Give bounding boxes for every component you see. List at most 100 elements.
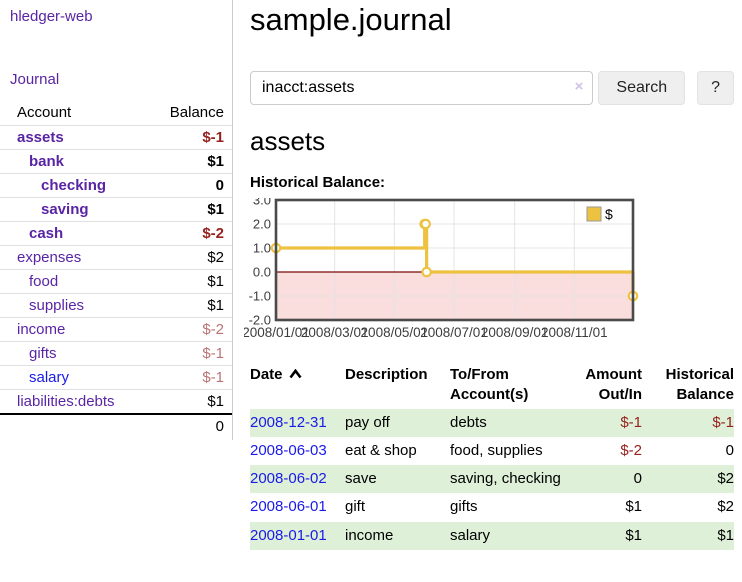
svg-text:2008/03/01: 2008/03/01 [301,325,369,340]
transaction-description: pay off [345,408,450,437]
register-header-description: Description [345,366,428,383]
historical-balance-chart: $3.0 2.0 1.0 0.0 -1.0 -2.0 2008/01/01 2008/03/0… [244,198,734,350]
account-link-liabilities-debts[interactable]: liabilities:debts [17,393,115,410]
account-balance: 0 [150,173,232,198]
search-input[interactable] [250,71,594,105]
account-balance: $1 [150,197,232,222]
transaction-accounts: saving, checking [450,465,585,494]
transaction-amount: 0 [585,465,655,494]
register-row: 2008-06-03 eat & shop food, supplies $-2 0 [250,437,734,465]
accounts-header-account: Account [17,104,72,121]
transaction-amount: $1 [585,521,655,550]
account-balance: $1 [150,293,232,318]
transaction-date-link[interactable]: 2008-06-03 [250,441,327,459]
account-row: cash $-2 [0,221,232,246]
transaction-description: eat & shop [345,441,417,459]
transaction-accounts: gifts [450,498,478,516]
account-title: assets [250,126,326,156]
account-row: assets $-1 [0,125,232,150]
chart-heading: Historical Balance: [250,174,386,191]
account-balance: $1 [150,389,232,414]
account-link-bank[interactable]: bank [29,153,65,170]
svg-text:0.0: 0.0 [253,265,271,280]
register-header-amount-out-in: Amount Out/In [585,366,642,404]
accounts-header-balance: Balance [169,104,224,121]
register-table: Date Description To/From Account(s) Amount … [250,362,734,550]
transaction-accounts: salary [450,521,585,550]
account-row: checking 0 [0,173,232,198]
account-link-checking[interactable]: checking [41,177,107,194]
transaction-balance: $1 [655,521,734,550]
account-link-food[interactable]: food [29,273,59,290]
svg-text:2008/01/01: 2008/01/01 [244,325,310,340]
account-link-income[interactable]: income [17,321,66,338]
accounts-total-value: 0 [150,413,232,438]
transaction-balance: $-1 [655,408,734,437]
account-row: food $1 [0,269,232,294]
chart-legend: $ [586,206,613,222]
search-button[interactable]: Search [598,71,686,105]
accounts-table: Account Balance assets $-1 bank $1 checking 0… [0,101,232,438]
account-balance: $-1 [150,365,232,390]
account-balance: $2 [150,245,232,270]
page-title: sample.journal [250,2,452,37]
register-header-to-from-account-s-: To/From Account(s) [450,366,529,404]
transaction-accounts: food, supplies [450,441,543,459]
help-button[interactable]: ? [697,71,734,105]
transaction-amount: $-1 [585,408,655,437]
account-row: saving $1 [0,197,232,222]
svg-text:2.0: 2.0 [253,217,271,232]
transaction-date-link[interactable]: 2008-06-01 [250,498,327,516]
search-box: × [250,71,594,105]
account-link-supplies[interactable]: supplies [29,297,85,314]
account-row: income $-2 [0,317,232,342]
sort-ascending-icon [288,368,302,379]
register-row: 2008-12-31 pay off debts $-1 $-1 [250,408,734,437]
account-link-salary[interactable]: salary [29,369,70,386]
transaction-description: income [345,521,450,550]
account-link-gifts[interactable]: gifts [29,345,57,362]
sidebar-item-journal[interactable]: Journal [10,71,60,88]
svg-text:2008/11/01: 2008/11/01 [541,325,608,340]
accounts-total-row: 0 [0,413,232,438]
transaction-date-link[interactable]: 2008-12-31 [250,413,327,431]
account-link-expenses[interactable]: expenses [17,249,82,266]
transaction-date-link[interactable]: 2008-06-02 [250,470,327,487]
transaction-balance: $2 [717,498,734,516]
transaction-amount: $-2 [620,441,642,459]
app-title-link[interactable]: hledger-web [10,8,93,25]
account-link-assets[interactable]: assets [17,129,64,146]
account-balance: $-2 [150,317,232,342]
transaction-amount: $1 [625,498,642,516]
svg-text:$: $ [605,206,613,222]
register-row: 2008-06-01 gift gifts $1 $2 [250,493,734,521]
transaction-date-link[interactable]: 2008-01-01 [250,526,327,544]
account-link-saving[interactable]: saving [41,201,89,218]
account-balance: $1 [150,149,232,174]
sidebar: hledger-web Journal Account Balance asse… [0,0,233,440]
svg-text:2008/09/01: 2008/09/01 [481,325,549,340]
transaction-accounts: debts [450,408,585,437]
account-row: bank $1 [0,149,232,174]
clear-search-icon[interactable]: × [574,78,584,95]
account-balance: $-1 [150,125,232,150]
svg-text:3.0: 3.0 [253,198,271,208]
account-balance: $1 [150,269,232,294]
search-form: × Search ? [250,71,734,105]
account-row: liabilities:debts $1 [0,389,232,414]
svg-text:-2.0: -2.0 [249,313,271,328]
transaction-balance: 0 [725,441,734,459]
account-link-cash[interactable]: cash [29,225,64,242]
main-content: sample.journal × Search ? assets Histori… [234,0,742,550]
account-row: gifts $-1 [0,341,232,366]
account-balance: $-1 [150,341,232,366]
register-header-date[interactable]: Date [250,362,345,409]
transaction-description: gift [345,498,366,516]
register-row: 2008-01-01 income salary $1 $1 [250,521,734,550]
svg-text:1.0: 1.0 [253,241,271,256]
account-row: expenses $2 [0,245,232,270]
register-row: 2008-06-02 save saving, checking 0 $2 [250,465,734,494]
svg-text:2008/07/01: 2008/07/01 [420,325,488,340]
transaction-description: save [345,465,450,494]
svg-text:2008/05/01: 2008/05/01 [361,325,429,340]
